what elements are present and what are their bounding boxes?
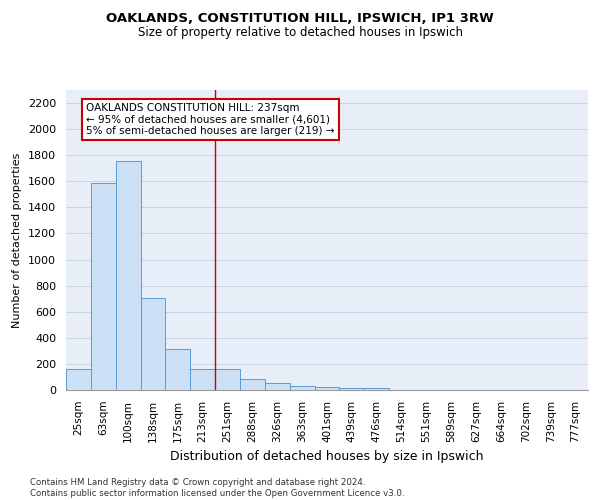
Bar xyxy=(215,369,240,390)
Bar xyxy=(116,161,140,390)
Text: OAKLANDS, CONSTITUTION HILL, IPSWICH, IP1 3RW: OAKLANDS, CONSTITUTION HILL, IPSWICH, IP… xyxy=(106,12,494,26)
Text: Contains HM Land Registry data © Crown copyright and database right 2024.
Contai: Contains HM Land Registry data © Crown c… xyxy=(30,478,404,498)
Bar xyxy=(91,182,116,390)
Bar xyxy=(290,386,314,390)
Bar xyxy=(364,388,389,390)
Bar xyxy=(314,387,340,390)
Text: OAKLANDS CONSTITUTION HILL: 237sqm
← 95% of detached houses are smaller (4,601)
: OAKLANDS CONSTITUTION HILL: 237sqm ← 95%… xyxy=(86,103,334,136)
Bar xyxy=(265,384,290,390)
Y-axis label: Number of detached properties: Number of detached properties xyxy=(13,152,22,328)
Bar xyxy=(66,369,91,390)
Bar xyxy=(140,298,166,390)
Bar xyxy=(340,388,364,390)
Bar xyxy=(190,369,215,390)
Bar xyxy=(240,378,265,390)
Bar xyxy=(166,349,190,390)
X-axis label: Distribution of detached houses by size in Ipswich: Distribution of detached houses by size … xyxy=(170,450,484,463)
Text: Size of property relative to detached houses in Ipswich: Size of property relative to detached ho… xyxy=(137,26,463,39)
